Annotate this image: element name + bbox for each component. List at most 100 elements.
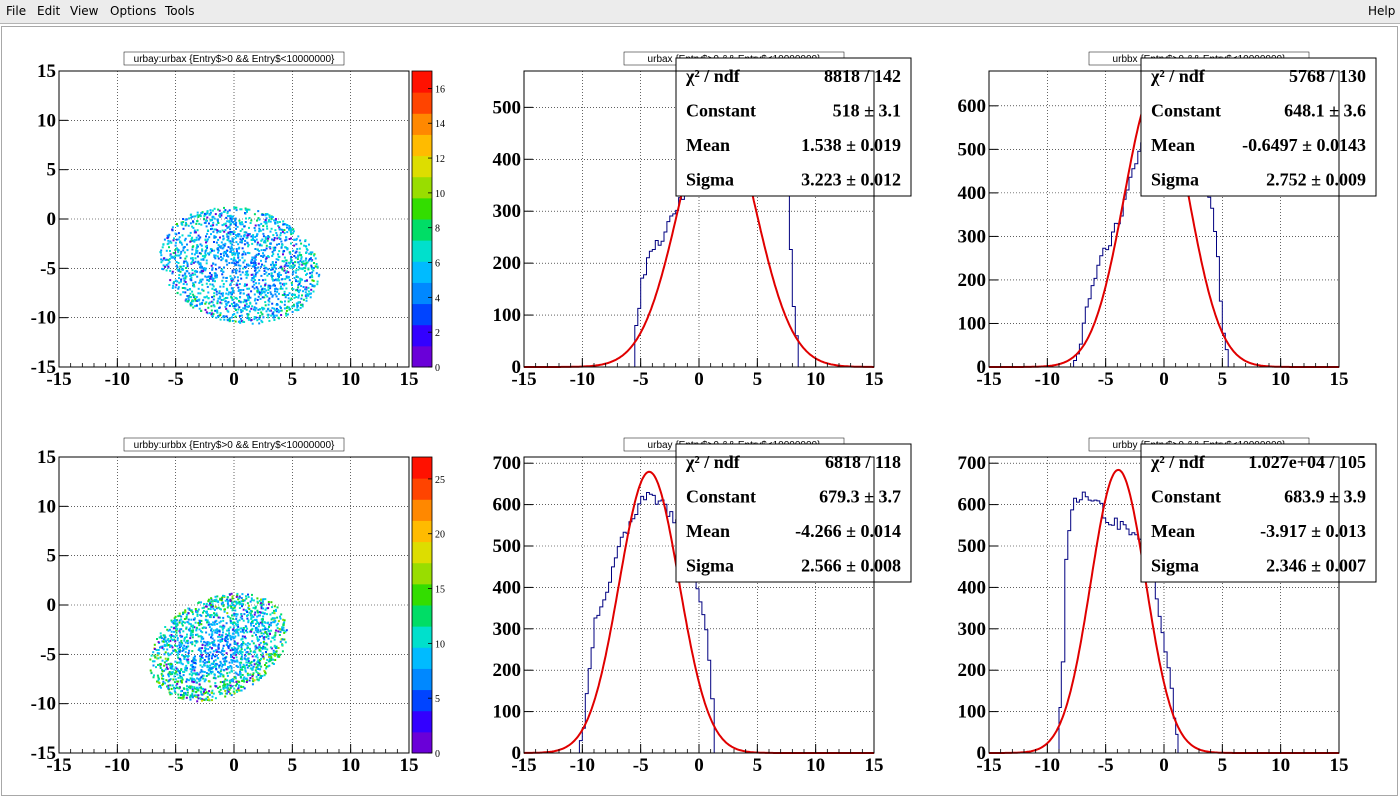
heatmap-cell: [200, 619, 203, 622]
heatmap-cell: [246, 651, 249, 654]
heatmap-cell: [250, 622, 252, 625]
heatmap-cell: [220, 269, 223, 272]
heatmap-cell: [223, 660, 226, 663]
menu-help[interactable]: Help: [1368, 4, 1396, 18]
heatmap-cell: [235, 227, 237, 230]
heatmap-cell: [234, 304, 237, 307]
heatmap-cell: [179, 696, 182, 699]
heatmap-cell: [268, 297, 271, 300]
heatmap-cell: [239, 321, 242, 324]
heatmap-cell: [282, 220, 285, 223]
heatmap-cell: [290, 233, 293, 236]
heatmap-cell: [238, 619, 241, 622]
heatmap-cell: [212, 298, 215, 301]
menu-view[interactable]: View: [70, 4, 99, 18]
heatmap-cell: [234, 635, 237, 638]
heatmap-cell: [305, 288, 308, 291]
heatmap-cell: [258, 322, 261, 325]
color-bar-segment: [412, 541, 432, 564]
heatmap-cell: [198, 214, 201, 217]
heatmap-cell: [266, 292, 269, 294]
heatmap-cell: [214, 605, 217, 608]
heatmap-cell: [235, 234, 237, 237]
heatmap-cell: [174, 279, 177, 282]
heatmap-cell: [195, 686, 198, 689]
heatmap-cell: [215, 619, 218, 622]
heatmap-cell: [241, 680, 244, 682]
heatmap-cell: [234, 677, 237, 680]
heatmap-cell: [185, 615, 188, 618]
heatmap-cell: [245, 681, 248, 683]
heatmap-cell: [288, 227, 291, 230]
heatmap-cell: [217, 606, 220, 609]
heatmap-cell: [268, 214, 271, 217]
heatmap-cell: [222, 627, 225, 629]
heatmap-cell: [264, 222, 267, 225]
heatmap-cell: [252, 619, 255, 622]
menu-file[interactable]: File: [6, 4, 27, 18]
menu-tools[interactable]: Tools: [165, 4, 195, 18]
heatmap-cell: [229, 617, 232, 620]
heatmap-cell: [259, 668, 262, 671]
menu-options[interactable]: Options: [110, 4, 157, 18]
x-tick-label: 10: [341, 369, 360, 390]
heatmap-cell: [205, 235, 207, 238]
heatmap-cell: [238, 259, 241, 262]
heatmap-cell: [218, 633, 221, 636]
heatmap-cell: [236, 665, 239, 668]
plot-canvas[interactable]: urbay:urbax {Entry$>0 && Entry$<10000000…: [1, 26, 1398, 796]
heatmap-cell: [222, 644, 225, 647]
heatmap-cell: [271, 611, 274, 614]
heatmap-cell: [256, 631, 259, 633]
y-tick-label: 500: [958, 139, 987, 160]
heatmap-cell: [201, 283, 204, 286]
heatmap-cell: [252, 606, 255, 609]
heatmap-cell: [223, 244, 226, 247]
heatmap-cell: [176, 266, 179, 269]
heatmap-cell: [260, 292, 263, 295]
heatmap-cell: [277, 277, 280, 280]
heatmap-cell: [226, 253, 229, 256]
heatmap-cell: [239, 668, 242, 671]
heatmap-cell: [215, 607, 218, 610]
heatmap-cell: [195, 633, 197, 636]
heatmap-cell: [279, 615, 281, 618]
heatmap-cell: [276, 627, 279, 630]
heatmap-cell: [204, 302, 207, 305]
heatmap-cell: [234, 236, 237, 239]
heatmap-cell: [197, 299, 200, 301]
heatmap-cell: [219, 673, 222, 676]
heatmap-cell: [263, 273, 266, 275]
heatmap-cell: [196, 229, 199, 232]
heatmap-cell: [262, 228, 265, 231]
heatmap-cell: [306, 293, 309, 296]
heatmap-cell: [240, 615, 243, 618]
heatmap-cell: [225, 250, 227, 253]
heatmap-cell: [255, 316, 258, 319]
heatmap-cell: [246, 210, 248, 213]
heatmap-cell: [252, 257, 255, 260]
menu-edit[interactable]: Edit: [37, 4, 61, 18]
heatmap-cell: [161, 670, 164, 673]
heatmap-cell: [214, 257, 217, 260]
heatmap-cell: [191, 663, 194, 666]
heatmap-cell: [281, 650, 284, 653]
heatmap-cell: [242, 250, 245, 253]
heatmap-cell: [215, 293, 218, 296]
heatmap-cell: [215, 268, 218, 271]
heatmap-cell: [245, 664, 248, 667]
heatmap-cell: [216, 614, 219, 617]
heatmap-cell: [169, 279, 172, 282]
heatmap-cell: [256, 298, 259, 301]
heatmap-cell: [251, 256, 254, 259]
heatmap-cell: [264, 219, 267, 221]
heatmap-cell: [167, 673, 170, 676]
heatmap-cell: [195, 296, 198, 299]
heatmap-cell: [246, 294, 249, 297]
heatmap-cell: [257, 674, 260, 676]
heatmap-cell: [266, 622, 269, 625]
heatmap-cell: [236, 628, 239, 631]
y-tick-label: 100: [958, 313, 987, 334]
heatmap-cell: [237, 235, 240, 238]
heatmap-cell: [178, 644, 181, 647]
